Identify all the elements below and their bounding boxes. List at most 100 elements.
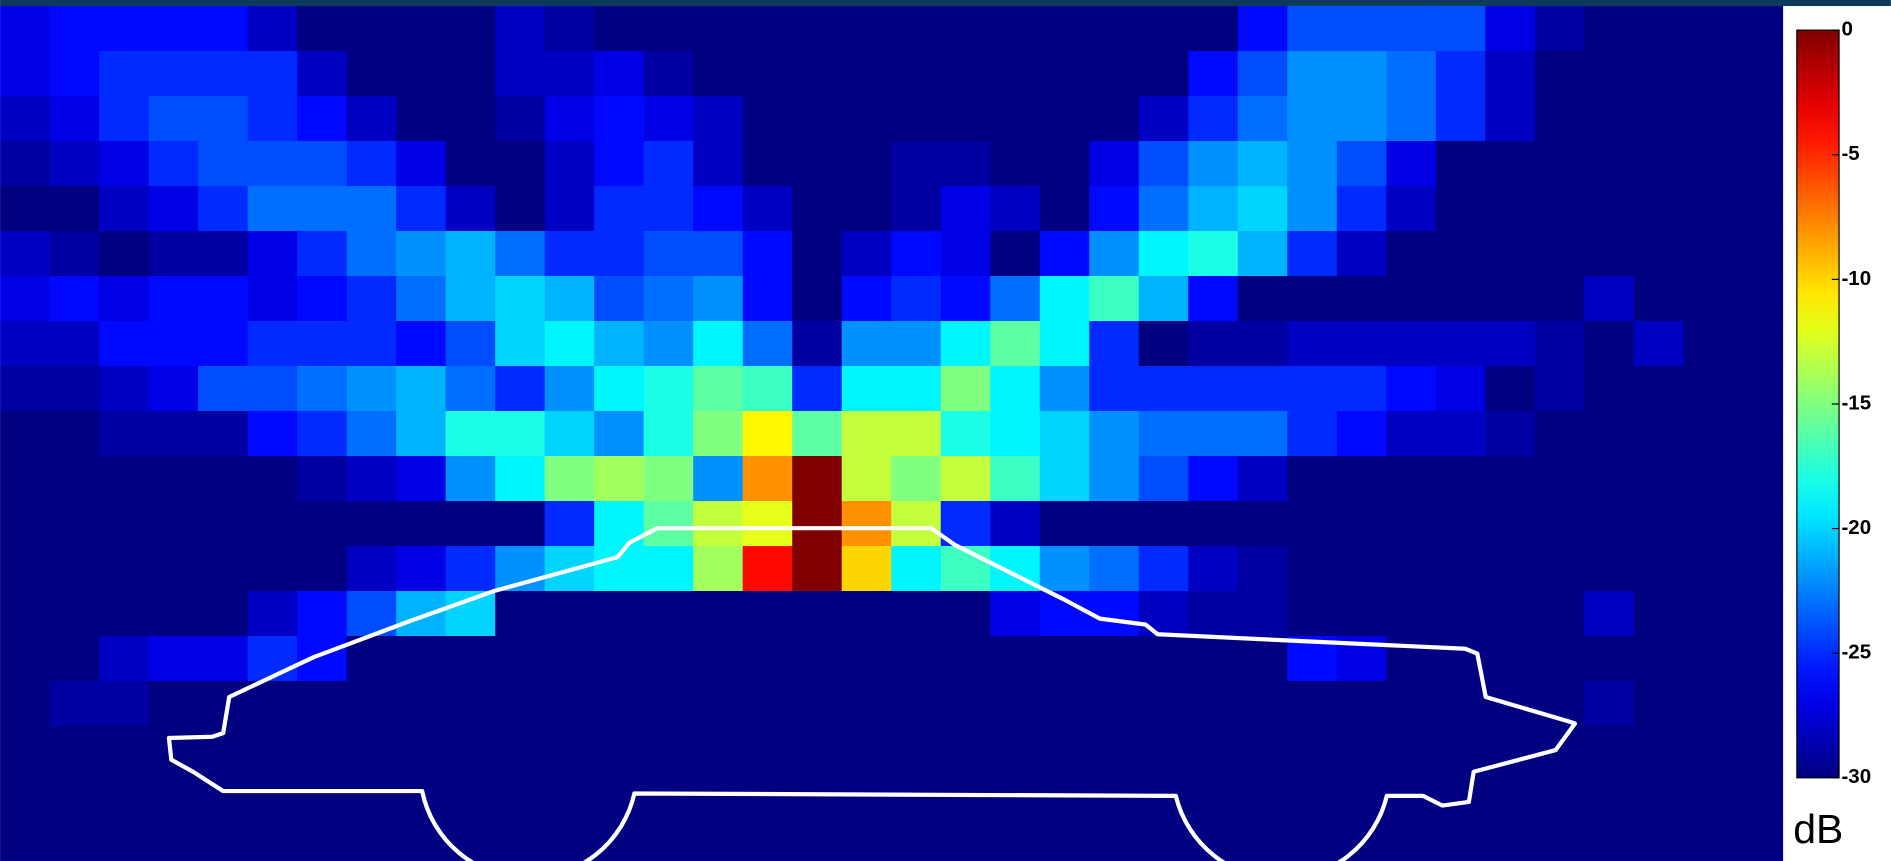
heatmap-cell <box>1089 231 1139 277</box>
heatmap-cell <box>1485 591 1535 637</box>
heatmap-cell <box>149 726 199 772</box>
heatmap-cell <box>1584 501 1634 547</box>
heatmap-cell <box>1040 141 1090 187</box>
heatmap-cell <box>990 456 1040 502</box>
heatmap-cell <box>0 591 50 637</box>
heatmap-cell <box>50 456 100 502</box>
heatmap-cell <box>792 96 842 142</box>
heatmap-cell <box>792 231 842 277</box>
heatmap-cell <box>248 6 298 52</box>
heatmap-cell <box>1683 411 1733 457</box>
heatmap-cell <box>1287 591 1337 637</box>
heatmap-cell <box>1683 726 1733 772</box>
heatmap-cell <box>1386 636 1436 682</box>
heatmap-cell <box>1485 816 1535 861</box>
heatmap-cell <box>842 456 892 502</box>
heatmap-cell <box>792 321 842 367</box>
heatmap-cell <box>1733 456 1783 502</box>
heatmap-cell <box>495 6 545 52</box>
heatmap-cell <box>198 411 248 457</box>
heatmap-cell <box>149 456 199 502</box>
heatmap-cell <box>1139 141 1189 187</box>
heatmap-cell <box>842 96 892 142</box>
heatmap-cell <box>446 456 496 502</box>
heatmap-cell <box>347 186 397 232</box>
heatmap-cell <box>396 681 446 727</box>
heatmap-cell <box>792 501 842 547</box>
heatmap-cell <box>594 141 644 187</box>
heatmap-cell <box>644 726 694 772</box>
heatmap-cell <box>1040 51 1090 97</box>
heatmap-cell <box>1386 411 1436 457</box>
heatmap-cell <box>1287 816 1337 861</box>
heatmap-cell <box>0 276 50 322</box>
heatmap-cell <box>743 6 793 52</box>
heatmap-cell <box>248 276 298 322</box>
heatmap-cell <box>1386 141 1436 187</box>
colorbar-tick-label: -5 <box>1841 142 1859 165</box>
heatmap-cell <box>446 276 496 322</box>
heatmap-cell <box>1287 141 1337 187</box>
page: {"chart_data": {"type": "heatmap", "colo… <box>0 0 1891 861</box>
heatmap-cell <box>1040 816 1090 861</box>
heatmap-cell <box>0 771 50 817</box>
heatmap-cell <box>891 141 941 187</box>
heatmap-cell <box>594 816 644 861</box>
heatmap-cell <box>1535 96 1585 142</box>
heatmap-cell <box>1238 141 1288 187</box>
heatmap-cell <box>1188 276 1238 322</box>
heatmap-cell <box>792 411 842 457</box>
heatmap-cell <box>941 681 991 727</box>
heatmap-cell <box>842 546 892 592</box>
heatmap-cell <box>891 456 941 502</box>
heatmap-cell <box>1040 546 1090 592</box>
heatmap-cell <box>990 816 1040 861</box>
heatmap-cell <box>198 681 248 727</box>
heatmap-cell <box>1485 51 1535 97</box>
heatmap-cell <box>1337 411 1387 457</box>
heatmap-cell <box>1733 591 1783 637</box>
heatmap-cell <box>1436 681 1486 727</box>
heatmap-cell <box>1089 96 1139 142</box>
heatmap-cell <box>0 141 50 187</box>
heatmap-cell <box>1089 6 1139 52</box>
heatmap-cell <box>99 51 149 97</box>
heatmap-cell <box>1683 591 1733 637</box>
heatmap-cell <box>1634 501 1684 547</box>
heatmap-cell <box>1139 456 1189 502</box>
heatmap-cell <box>1634 816 1684 861</box>
heatmap-cell <box>941 411 991 457</box>
heatmap-cell <box>594 726 644 772</box>
heatmap-cell <box>545 816 595 861</box>
heatmap-cell <box>1188 51 1238 97</box>
heatmap-cell <box>792 636 842 682</box>
heatmap-cell <box>1337 456 1387 502</box>
heatmap-cell <box>495 816 545 861</box>
heatmap-cell <box>1337 591 1387 637</box>
heatmap-cell <box>297 546 347 592</box>
heatmap-cell <box>990 231 1040 277</box>
heatmap-cell <box>1584 591 1634 637</box>
heatmap-cell <box>50 681 100 727</box>
heatmap-cell <box>396 636 446 682</box>
heatmap-cell <box>50 6 100 52</box>
heatmap-cell <box>347 231 397 277</box>
heatmap-cell <box>545 96 595 142</box>
heatmap-cell <box>396 321 446 367</box>
heatmap-cell <box>1634 276 1684 322</box>
heatmap-cell <box>743 501 793 547</box>
heatmap-cell <box>248 546 298 592</box>
heatmap-cell <box>1040 231 1090 277</box>
heatmap-cell <box>891 816 941 861</box>
heatmap-cell <box>990 96 1040 142</box>
heatmap-cell <box>396 501 446 547</box>
heatmap-cell <box>347 51 397 97</box>
heatmap-cell <box>248 726 298 772</box>
heatmap-cell <box>248 366 298 412</box>
heatmap-cell <box>1386 816 1436 861</box>
heatmap-cell <box>1089 141 1139 187</box>
heatmap-cell <box>545 771 595 817</box>
heatmap-cell <box>842 51 892 97</box>
heatmap-cell <box>1485 276 1535 322</box>
heatmap-cell <box>693 321 743 367</box>
